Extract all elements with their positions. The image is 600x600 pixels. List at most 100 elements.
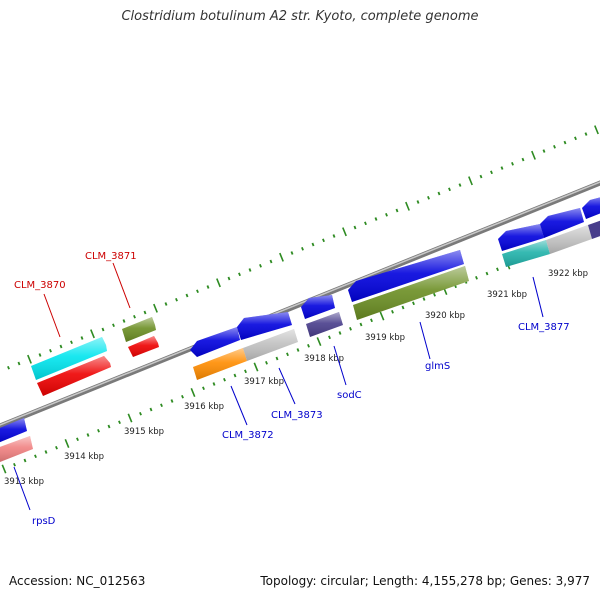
major-tick — [531, 150, 536, 160]
minor-tick — [112, 323, 115, 328]
cds-clm-3877[interactable] — [502, 240, 550, 267]
gene-label[interactable]: CLM_3872 — [222, 430, 274, 441]
major-tick — [342, 227, 347, 237]
cds-sodc[interactable] — [306, 312, 343, 337]
gene-label[interactable]: CLM_3873 — [271, 410, 323, 421]
minor-tick — [143, 310, 147, 315]
major-tick — [1, 464, 7, 474]
minor-tick — [185, 293, 189, 298]
minor-tick — [286, 352, 289, 357]
cds-next-2[interactable] — [588, 219, 600, 239]
minor-tick — [175, 297, 178, 302]
gene-next-2[interactable] — [582, 196, 600, 219]
gene-clm-3877[interactable] — [498, 224, 544, 251]
minor-tick — [458, 183, 462, 187]
minor-tick — [416, 200, 420, 204]
minor-tick — [7, 365, 10, 370]
gene-clm-3873[interactable] — [237, 312, 292, 340]
minor-tick — [80, 336, 84, 340]
minor-tick — [223, 377, 226, 382]
minor-tick — [490, 170, 493, 175]
cds-rpsd[interactable] — [0, 436, 33, 462]
minor-tick — [290, 251, 294, 255]
cds-clm-3873[interactable] — [243, 329, 298, 361]
major-tick — [468, 176, 473, 186]
minor-tick — [59, 344, 63, 349]
gene-label[interactable]: sodC — [337, 390, 362, 401]
major-tick — [279, 252, 284, 262]
tick-label: 3917 kbp — [244, 377, 284, 387]
minor-tick — [122, 319, 126, 323]
minor-tick — [70, 340, 73, 345]
minor-tick — [196, 289, 199, 294]
gene-clm-3872[interactable] — [190, 327, 240, 357]
minor-tick — [311, 242, 315, 247]
minor-tick — [511, 161, 514, 166]
tick-label: 3920 kbp — [425, 311, 465, 321]
minor-tick — [574, 136, 577, 141]
minor-tick — [553, 144, 556, 149]
gene-glms[interactable] — [348, 250, 464, 302]
gene-clm-3871[interactable] — [122, 317, 156, 342]
minor-tick — [349, 326, 352, 331]
cds-clm-3871[interactable] — [128, 336, 159, 357]
minor-tick — [479, 174, 483, 179]
gene-labels: CLM_3870 CLM_3871 rpsD CLM_3872 CLM_3873… — [14, 251, 570, 527]
major-tick — [316, 337, 322, 347]
genome-summary-text: Topology: circular; Length: 4,155,278 bp… — [260, 574, 590, 588]
minor-tick — [212, 382, 216, 386]
minor-tick — [338, 331, 342, 335]
minor-tick — [238, 272, 241, 277]
backbone — [0, 180, 600, 429]
gene-label[interactable]: CLM_3871 — [85, 251, 137, 262]
minor-tick — [107, 424, 111, 429]
map-title: Clostridium botulinum A2 str. Kyoto, com… — [121, 9, 479, 24]
minor-tick — [401, 305, 405, 310]
gene-label[interactable]: rpsD — [32, 516, 56, 527]
minor-tick — [164, 302, 168, 306]
minor-tick — [160, 403, 163, 408]
gene-clm-3870[interactable] — [31, 337, 107, 380]
cds-clm-3870[interactable] — [37, 356, 111, 396]
gene-label[interactable]: glmS — [425, 361, 450, 372]
minor-tick — [13, 462, 16, 467]
cds-next-1[interactable] — [546, 225, 592, 254]
cds-glms[interactable] — [353, 266, 469, 320]
minor-tick — [422, 297, 426, 301]
minor-tick — [391, 309, 394, 314]
cds-clm-3872[interactable] — [193, 348, 247, 380]
tick-label: 3913 kbp — [4, 477, 44, 487]
accession-text: Accession: NC_012563 — [9, 574, 146, 588]
gene-rpsd[interactable] — [0, 418, 27, 443]
minor-tick — [44, 450, 48, 454]
minor-tick — [23, 458, 27, 463]
minor-tick — [34, 454, 37, 459]
minor-tick — [49, 348, 52, 353]
gene-sodc[interactable] — [301, 295, 335, 319]
major-tick — [127, 413, 133, 423]
major-tick — [153, 303, 158, 313]
minor-tick — [133, 314, 136, 319]
tick-label: 3921 kbp — [487, 290, 527, 300]
minor-tick — [101, 327, 105, 332]
major-tick — [64, 438, 70, 449]
minor-tick — [170, 399, 174, 403]
major-tick — [216, 278, 221, 288]
tick-label: 3922 kbp — [548, 269, 588, 279]
minor-tick — [269, 259, 273, 264]
minor-tick — [38, 353, 42, 357]
minor-tick — [427, 195, 430, 200]
minor-tick — [353, 225, 357, 230]
forward-strand-features — [31, 317, 159, 396]
gene-next-1[interactable] — [540, 208, 584, 238]
tick-label: 3919 kbp — [365, 333, 405, 343]
major-tick — [379, 311, 385, 321]
minor-tick — [301, 246, 304, 251]
minor-tick — [364, 221, 367, 226]
gene-label[interactable]: CLM_3877 — [518, 322, 570, 333]
minor-tick — [97, 428, 100, 433]
minor-tick — [259, 263, 262, 268]
minor-tick — [76, 437, 79, 442]
tick-label: 3915 kbp — [124, 427, 164, 437]
gene-label[interactable]: CLM_3870 — [14, 280, 66, 291]
